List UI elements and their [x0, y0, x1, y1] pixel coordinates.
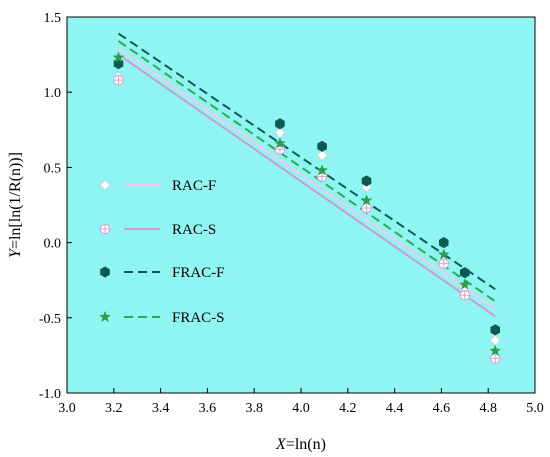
x-tick-label: 3.4 — [152, 401, 170, 416]
x-tick-label: 4.6 — [433, 401, 451, 416]
data-point-rac-f — [316, 149, 328, 161]
y-tick-label: -1.0 — [39, 387, 61, 402]
legend-marker-frac-f — [100, 266, 110, 278]
legend-label-frac-f: FRAC-F — [172, 265, 225, 281]
data-point-frac-f — [361, 175, 372, 187]
y-tick-label: -0.5 — [39, 312, 61, 327]
plus-marker — [361, 203, 372, 213]
x-tick-label: 4.4 — [386, 401, 404, 416]
star-marker — [437, 248, 450, 260]
hexagon-marker — [438, 237, 449, 249]
data-point-rac-s — [489, 353, 501, 364]
star-marker — [274, 137, 286, 149]
plus-marker — [100, 224, 110, 234]
y-tick-label: 1.0 — [44, 86, 62, 101]
x-tick-label: 5.0 — [526, 401, 544, 416]
hexagon-marker — [490, 324, 501, 336]
plus-marker — [113, 75, 124, 85]
data-point-frac-s — [458, 278, 471, 290]
data-point-rac-s — [113, 74, 124, 86]
data-point-rac-s — [274, 144, 286, 155]
data-point-frac-f — [490, 324, 501, 336]
data-point-frac-f — [317, 140, 327, 152]
legend-label-frac-s: FRAC-S — [172, 310, 225, 326]
star-marker — [489, 344, 502, 356]
data-point-frac-s — [360, 194, 373, 206]
legend-label-rac-f: RAC-F — [172, 178, 216, 194]
x-tick-label: 3.6 — [199, 401, 217, 416]
data-point-rac-s — [438, 258, 450, 269]
fit-line-frac-s — [117, 40, 496, 303]
hexagon-marker — [100, 266, 110, 278]
diamond-marker — [316, 149, 328, 161]
plus-marker — [317, 171, 327, 182]
x-tick-label: 4.2 — [339, 401, 357, 416]
legend-marker-rac-f — [99, 179, 111, 191]
hexagon-marker — [361, 175, 372, 187]
data-point-frac-s — [274, 137, 286, 149]
star-marker — [99, 310, 111, 323]
x-tick-label: 4.0 — [292, 401, 310, 416]
data-point-frac-s — [437, 248, 450, 260]
data-point-frac-f — [438, 237, 449, 249]
data-points — [112, 51, 502, 364]
data-point-frac-s — [112, 51, 125, 63]
y-axis: -1.0 -0.5 0.0 0.5 1.0 1.5 — [39, 11, 72, 402]
x-axis: 3.0 3.2 3.4 3.6 3.8 4.0 4.2 4.4 4.6 4.8 5.0 — [58, 388, 544, 416]
hexagon-marker — [317, 140, 327, 152]
y-tick-label: 0.0 — [44, 237, 62, 252]
x-tick-label: 3.0 — [58, 401, 76, 416]
fit-line-frac-f — [117, 32, 496, 291]
data-point-rac-s — [361, 202, 372, 214]
plus-marker — [460, 290, 470, 301]
plus-marker — [275, 144, 285, 155]
data-point-frac-s — [489, 344, 502, 356]
data-point-rac-s — [459, 289, 471, 301]
hexagon-marker — [275, 118, 285, 130]
legend-marker-rac-s — [99, 223, 111, 235]
fit-line-rac-s — [117, 53, 496, 318]
star-marker — [316, 164, 328, 176]
y-tick-label: 0.5 — [44, 161, 62, 176]
legend-label-rac-s: RAC-S — [172, 222, 216, 238]
data-point-frac-f — [275, 118, 285, 130]
plot-area — [66, 16, 536, 394]
diamond-marker — [99, 179, 111, 191]
x-tick-label: 3.8 — [245, 401, 263, 416]
x-tick-label: 3.2 — [105, 401, 123, 416]
legend-marker-frac-s — [99, 310, 111, 323]
y-tick-label: 1.5 — [44, 11, 62, 26]
star-marker — [458, 278, 471, 290]
y-axis-label: Y=ln[ln(1/R(n))] — [7, 152, 24, 258]
data-point-frac-f — [459, 267, 470, 279]
star-marker — [360, 194, 373, 206]
plus-marker — [438, 258, 449, 269]
fit-lines — [117, 32, 496, 318]
x-axis-label: X=ln(n) — [275, 436, 326, 453]
x-tick-label: 4.8 — [479, 401, 497, 416]
hexagon-marker — [459, 267, 470, 279]
plus-marker — [490, 353, 501, 364]
data-point-rac-s — [316, 171, 328, 182]
star-marker — [112, 51, 125, 63]
data-point-frac-s — [316, 164, 328, 176]
legend: RAC-F RAC-S FRAC-F FRAC-S — [99, 178, 225, 326]
fit-line-rac-f — [117, 47, 496, 310]
